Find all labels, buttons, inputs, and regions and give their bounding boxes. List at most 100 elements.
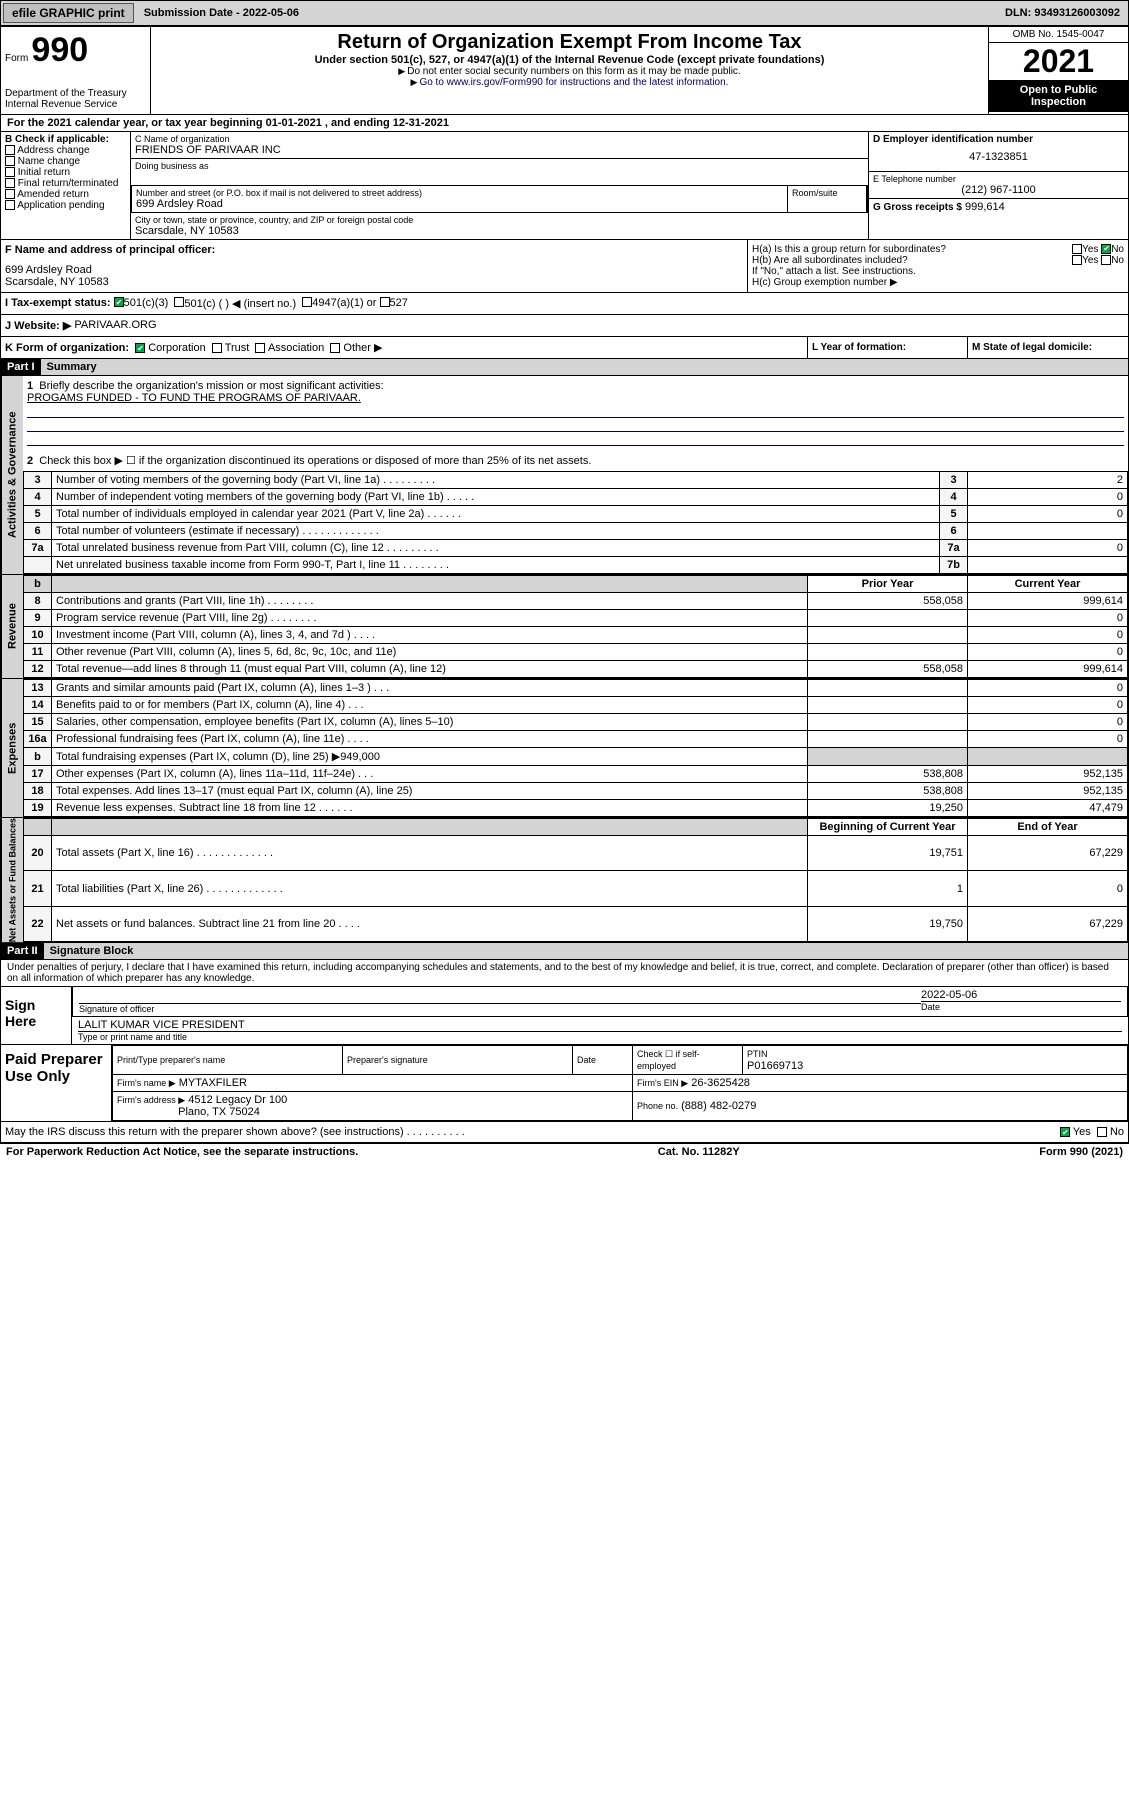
city: Scarsdale, NY 10583 [135, 225, 864, 237]
part1-title: Summary [41, 359, 1128, 375]
dept-treasury: Department of the Treasury Internal Reve… [5, 88, 146, 110]
ha-no[interactable] [1101, 244, 1111, 254]
chk-final-return[interactable] [5, 178, 15, 188]
vlabel-exp: Expenses [1, 679, 23, 817]
officer-addr1: 699 Ardsley Road [5, 264, 743, 276]
period-row: For the 2021 calendar year, or tax year … [0, 115, 1129, 132]
line1-text: Briefly describe the organization's miss… [39, 380, 383, 392]
period-text: For the 2021 calendar year, or tax year … [7, 117, 449, 129]
table-row: 21Total liabilities (Part X, line 26) . … [24, 871, 1128, 906]
table-row: 19Revenue less expenses. Subtract line 1… [24, 800, 1128, 817]
tax-status-label: I Tax-exempt status: [5, 297, 111, 310]
chk-527[interactable] [380, 297, 390, 307]
vlabel-rev: Revenue [1, 575, 23, 678]
netassets-section: Net Assets or Fund Balances Beginning of… [0, 818, 1129, 943]
state-domicile-label: M State of legal domicile: [972, 342, 1092, 353]
hb-yes[interactable] [1072, 255, 1082, 265]
table-row: 6Total number of volunteers (estimate if… [24, 523, 1128, 540]
footer: For Paperwork Reduction Act Notice, see … [0, 1143, 1129, 1160]
table-row: Net unrelated business taxable income fr… [24, 557, 1128, 574]
mission: PROGAMS FUNDED - TO FUND THE PROGRAMS OF… [27, 392, 361, 404]
suite-label: Room/suite [792, 188, 862, 198]
part2-label: Part II [1, 943, 44, 959]
dba [135, 171, 864, 183]
hb-no[interactable] [1101, 255, 1111, 265]
instructions-link[interactable]: Go to www.irs.gov/Form990 for instructio… [419, 77, 728, 88]
section-c: C Name of organization FRIENDS OF PARIVA… [131, 132, 868, 239]
table-row: 3Number of voting members of the governi… [24, 472, 1128, 489]
vlabel-ag: Activities & Governance [1, 376, 23, 574]
table-row: 17Other expenses (Part IX, column (A), l… [24, 766, 1128, 783]
table-row: 22Net assets or fund balances. Subtract … [24, 906, 1128, 941]
chk-other[interactable] [330, 343, 340, 353]
dln: DLN: 93493126003092 [997, 7, 1128, 19]
sig-officer-label: Signature of officer [79, 1004, 921, 1014]
website: PARIVAAR.ORG [74, 319, 156, 332]
date-label: Date [921, 1002, 1121, 1012]
city-label: City or town, state or province, country… [135, 215, 864, 225]
line2-text: Check this box ▶ ☐ if the organization d… [39, 455, 591, 467]
part1-header: Part I Summary [0, 359, 1129, 376]
section-b: B Check if applicable: Address change Na… [1, 132, 131, 239]
sig-date: 2022-05-06 [921, 989, 1121, 1001]
section-fh: F Name and address of principal officer:… [0, 240, 1129, 293]
hc-label: H(c) Group exemption number ▶ [752, 277, 1124, 288]
chk-4947[interactable] [302, 297, 312, 307]
section-b-label: B Check if applicable: [5, 134, 126, 145]
chk-address-change[interactable] [5, 145, 15, 155]
form-header: Form 990 Department of the Treasury Inte… [0, 26, 1129, 115]
sign-here-block: Sign Here Signature of officer 2022-05-0… [0, 987, 1129, 1045]
cat-no: Cat. No. 11282Y [658, 1146, 740, 1158]
part2-title: Signature Block [44, 943, 1128, 959]
org-name: FRIENDS OF PARIVAAR INC [135, 144, 864, 156]
chk-app-pending[interactable] [5, 200, 15, 210]
chk-name-change[interactable] [5, 156, 15, 166]
year-formation-label: L Year of formation: [812, 342, 906, 353]
part1-body: Activities & Governance 1 Briefly descri… [0, 376, 1129, 575]
part2-header: Part II Signature Block [0, 943, 1129, 960]
form-prefix: Form [5, 53, 28, 64]
street-label: Number and street (or P.O. box if mail i… [136, 188, 783, 198]
discuss-text: May the IRS discuss this return with the… [5, 1126, 465, 1138]
exp-table: 13Grants and similar amounts paid (Part … [23, 679, 1128, 817]
ein: 47-1323851 [873, 145, 1124, 169]
chk-501c3[interactable] [114, 297, 124, 307]
table-row: 11Other revenue (Part VIII, column (A), … [24, 644, 1128, 661]
discuss-no[interactable] [1097, 1127, 1107, 1137]
table-row: 13Grants and similar amounts paid (Part … [24, 680, 1128, 697]
table-row: 7aTotal unrelated business revenue from … [24, 540, 1128, 557]
vlabel-na: Net Assets or Fund Balances [1, 818, 23, 942]
table-row: 5Total number of individuals employed in… [24, 506, 1128, 523]
section-i: I Tax-exempt status: 501(c)(3) 501(c) ( … [0, 293, 1129, 315]
paid-preparer-label: Paid Preparer Use Only [1, 1045, 111, 1121]
section-j: J Website: ▶ PARIVAAR.ORG [0, 315, 1129, 337]
dba-label: Doing business as [135, 161, 864, 171]
subtitle: Under section 501(c), 527, or 4947(a)(1)… [155, 54, 984, 66]
table-row: 10Investment income (Part VIII, column (… [24, 627, 1128, 644]
discuss-row: May the IRS discuss this return with the… [0, 1122, 1129, 1143]
form-title: Return of Organization Exempt From Incom… [155, 31, 984, 54]
phone-label: E Telephone number [873, 174, 1124, 184]
chk-501c[interactable] [174, 297, 184, 307]
gross-label: G Gross receipts $ [873, 202, 962, 213]
chk-initial-return[interactable] [5, 167, 15, 177]
submission-date: Submission Date - 2022-05-06 [136, 7, 307, 19]
chk-amended[interactable] [5, 189, 15, 199]
inspection-notice: Open to Public Inspection [989, 80, 1128, 112]
chk-trust[interactable] [212, 343, 222, 353]
form-number: 990 [31, 31, 88, 69]
paid-preparer-block: Paid Preparer Use Only Print/Type prepar… [0, 1045, 1129, 1122]
chk-assoc[interactable] [255, 343, 265, 353]
type-name-label: Type or print name and title [78, 1032, 1122, 1042]
org-name-label: C Name of organization [135, 134, 864, 144]
ha-yes[interactable] [1072, 244, 1082, 254]
chk-corp[interactable] [135, 343, 145, 353]
discuss-yes[interactable] [1060, 1127, 1070, 1137]
table-row: 16aProfessional fundraising fees (Part I… [24, 731, 1128, 748]
efile-print-button[interactable]: efile GRAPHIC print [3, 3, 134, 23]
street: 699 Ardsley Road [136, 198, 783, 210]
rev-table: bPrior YearCurrent Year 8Contributions a… [23, 575, 1128, 678]
declaration: Under penalties of perjury, I declare th… [0, 960, 1129, 987]
officer-name: LALIT KUMAR VICE PRESIDENT [78, 1019, 1122, 1031]
officer-label: F Name and address of principal officer: [5, 244, 743, 256]
